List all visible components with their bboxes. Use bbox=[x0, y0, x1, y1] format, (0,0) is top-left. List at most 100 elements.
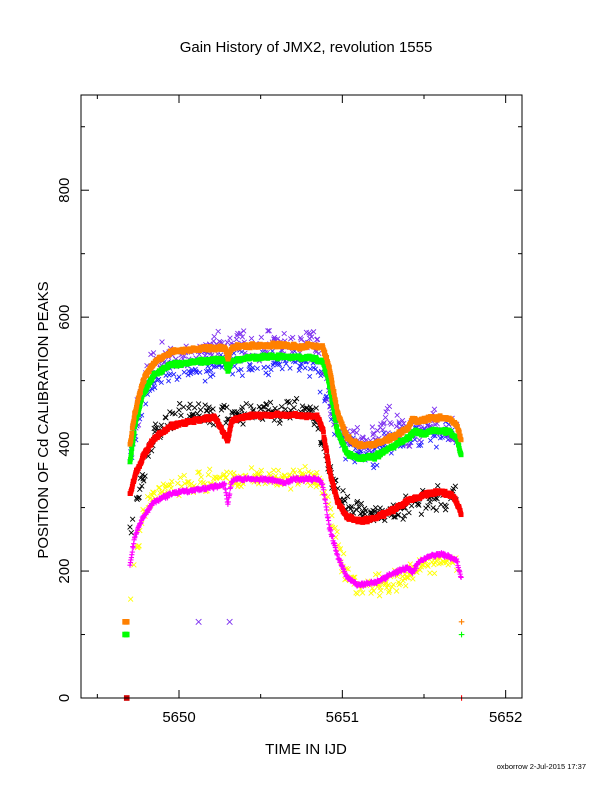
data-point bbox=[408, 421, 414, 426]
data-point bbox=[135, 412, 141, 418]
data-point bbox=[406, 509, 412, 516]
data-point bbox=[313, 366, 319, 372]
data-point bbox=[370, 588, 377, 594]
data-point bbox=[332, 489, 338, 495]
data-point bbox=[376, 593, 383, 599]
data-point bbox=[297, 335, 304, 341]
data-point bbox=[182, 480, 188, 487]
data-point bbox=[407, 436, 413, 442]
data-point bbox=[326, 461, 331, 467]
data-point bbox=[127, 596, 134, 602]
data-point bbox=[333, 418, 339, 424]
chart-marks bbox=[122, 328, 465, 701]
data-point bbox=[272, 473, 279, 479]
data-point bbox=[348, 503, 355, 510]
data-point bbox=[197, 369, 203, 375]
data-point bbox=[302, 463, 308, 470]
data-point bbox=[435, 483, 441, 489]
data-point bbox=[388, 421, 395, 427]
data-point bbox=[329, 512, 335, 519]
data-point bbox=[287, 365, 293, 371]
data-point bbox=[176, 374, 182, 380]
data-point bbox=[326, 521, 332, 527]
data-point bbox=[330, 400, 335, 406]
data-point bbox=[353, 430, 360, 436]
data-point bbox=[277, 361, 283, 367]
data-point bbox=[265, 328, 271, 334]
data-point bbox=[128, 434, 134, 440]
data-point bbox=[224, 339, 231, 346]
data-point bbox=[258, 467, 265, 474]
data-point bbox=[123, 619, 130, 625]
y-tick-label: 800 bbox=[56, 178, 73, 203]
data-point bbox=[336, 412, 341, 418]
data-point bbox=[332, 393, 337, 398]
data-point bbox=[223, 404, 230, 410]
data-point bbox=[258, 334, 265, 341]
data-point bbox=[274, 336, 281, 342]
data-point bbox=[223, 346, 228, 352]
data-point bbox=[359, 590, 366, 596]
data-point bbox=[177, 474, 184, 481]
data-point bbox=[410, 576, 416, 582]
data-point bbox=[129, 516, 136, 522]
data-point bbox=[276, 420, 283, 426]
data-point bbox=[418, 511, 425, 517]
data-point bbox=[327, 384, 333, 389]
y-tick-label: 200 bbox=[56, 559, 73, 584]
data-point bbox=[399, 417, 406, 424]
data-point bbox=[331, 405, 336, 411]
data-point bbox=[157, 490, 163, 496]
data-point bbox=[186, 405, 192, 412]
data-point bbox=[416, 443, 422, 449]
data-point bbox=[383, 409, 389, 415]
data-point bbox=[167, 409, 173, 415]
data-point bbox=[334, 424, 340, 430]
data-point bbox=[129, 486, 135, 492]
data-point bbox=[409, 433, 415, 439]
data-point bbox=[412, 437, 418, 443]
data-point bbox=[324, 397, 331, 403]
data-point bbox=[434, 495, 440, 502]
data-point bbox=[334, 404, 340, 410]
data-point bbox=[166, 378, 172, 384]
data-point bbox=[346, 434, 352, 440]
data-point bbox=[458, 631, 465, 638]
data-point bbox=[145, 446, 151, 452]
data-point bbox=[452, 495, 458, 501]
data-point bbox=[176, 407, 182, 413]
data-point bbox=[359, 509, 366, 516]
data-point bbox=[181, 369, 187, 375]
data-point bbox=[428, 437, 434, 443]
data-point bbox=[215, 418, 221, 424]
data-point bbox=[134, 402, 140, 408]
data-point bbox=[325, 375, 331, 381]
data-point bbox=[195, 401, 202, 407]
data-point bbox=[341, 426, 347, 432]
data-point bbox=[458, 619, 465, 625]
data-point bbox=[395, 511, 402, 518]
data-point bbox=[210, 372, 216, 378]
data-point bbox=[392, 514, 398, 520]
data-point bbox=[442, 488, 448, 494]
data-point bbox=[314, 469, 320, 476]
data-point bbox=[353, 506, 359, 513]
data-point bbox=[138, 390, 143, 395]
x-axis-label: TIME IN IJD bbox=[265, 741, 347, 758]
data-point bbox=[223, 420, 229, 426]
data-point bbox=[265, 364, 271, 370]
data-point bbox=[329, 377, 335, 383]
data-point bbox=[271, 467, 277, 473]
data-point bbox=[425, 563, 431, 569]
data-point bbox=[131, 418, 137, 424]
data-point bbox=[195, 618, 202, 625]
data-point bbox=[148, 442, 154, 448]
data-point bbox=[427, 499, 433, 505]
data-point bbox=[329, 476, 335, 482]
data-point bbox=[432, 433, 438, 439]
data-point bbox=[222, 481, 228, 487]
data-point bbox=[339, 437, 345, 443]
data-point bbox=[334, 495, 340, 501]
data-point bbox=[430, 505, 436, 511]
data-point bbox=[265, 407, 272, 413]
